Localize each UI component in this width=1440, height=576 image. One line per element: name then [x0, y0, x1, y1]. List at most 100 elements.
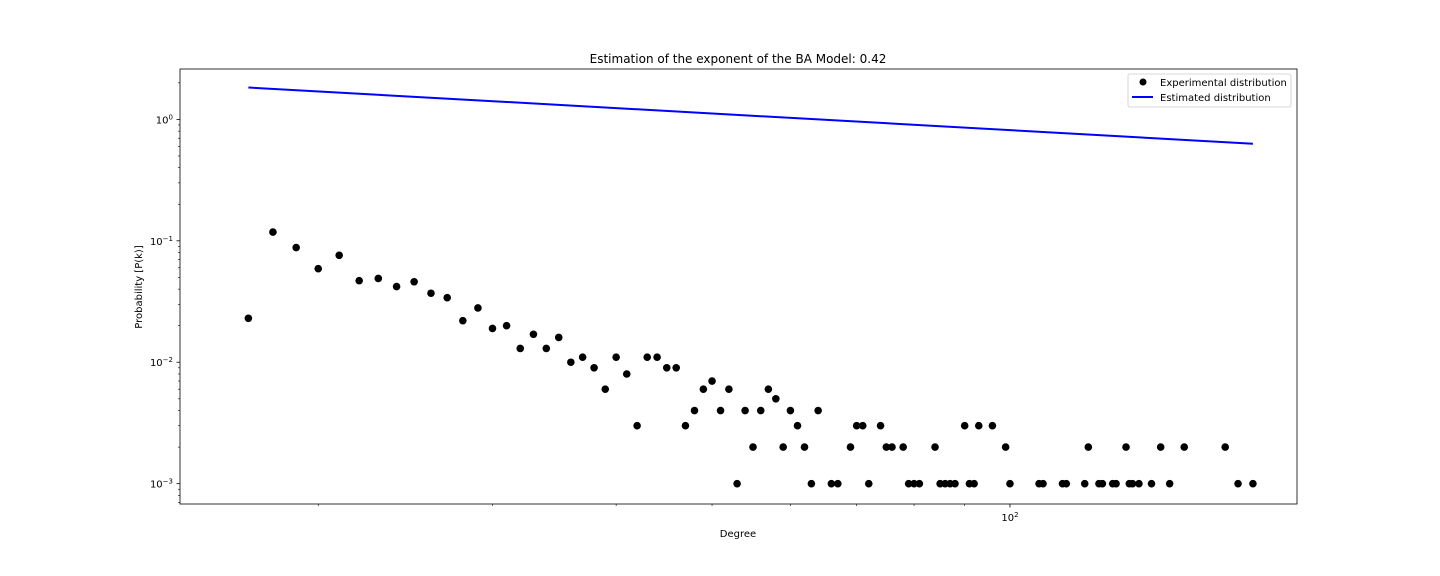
- experimental-point: [1249, 479, 1257, 488]
- y-tick-label: 100: [156, 113, 173, 126]
- experimental-point: [542, 344, 551, 353]
- experimental-point: [427, 289, 435, 298]
- experimental-point: [529, 330, 538, 339]
- experimental-point: [951, 479, 959, 488]
- experimental-point: [864, 479, 873, 488]
- experimental-point: [882, 443, 891, 451]
- y-tick-label: 10−1: [150, 235, 173, 248]
- experimental-point: [690, 406, 699, 415]
- experimental-point: [741, 406, 749, 415]
- experimental-point: [1098, 479, 1107, 488]
- legend-frame: [1127, 73, 1292, 108]
- experimental-point: [725, 385, 733, 393]
- experimental-point: [410, 277, 418, 286]
- experimental-point: [786, 406, 795, 415]
- experimental-point: [502, 321, 511, 330]
- experimental-point: [578, 353, 587, 362]
- experimental-point: [960, 421, 969, 430]
- experimental-point: [554, 333, 563, 342]
- y-tick-label: 10−2: [150, 356, 173, 369]
- experimental-point: [672, 363, 681, 372]
- experimental-point: [974, 421, 983, 430]
- experimental-point: [662, 363, 671, 372]
- experimental-point: [1112, 479, 1120, 488]
- experimental-point: [779, 443, 787, 451]
- experimental-point: [292, 243, 300, 252]
- experimental-point: [899, 443, 907, 451]
- legend-marker-experimental: [1139, 78, 1147, 86]
- experimental-point: [910, 479, 918, 488]
- experimental-point: [756, 406, 765, 415]
- experimental-point: [793, 421, 802, 430]
- experimental-point: [1006, 479, 1014, 488]
- experimental-point: [807, 479, 816, 488]
- experimental-point: [858, 421, 867, 430]
- experimental-point: [488, 324, 497, 333]
- experimental-point: [699, 385, 708, 393]
- experimental-point: [1147, 479, 1156, 488]
- experimental-point: [733, 479, 741, 488]
- experimental-point: [764, 385, 773, 393]
- plot-area: [244, 86, 1257, 488]
- plot-frame: [179, 68, 1298, 505]
- experimental-point: [915, 479, 924, 488]
- experimental-point: [567, 358, 575, 367]
- experimental-point: [749, 443, 757, 451]
- experimental-point: [846, 443, 855, 451]
- experimental-point: [314, 264, 323, 273]
- y-tick-label: 10−3: [150, 478, 173, 491]
- experimental-point: [681, 421, 690, 430]
- experimental-point: [988, 421, 997, 430]
- experimental-point: [355, 276, 363, 285]
- experimental-point: [1122, 443, 1130, 451]
- experimental-point: [1221, 443, 1229, 451]
- experimental-point: [1062, 479, 1071, 488]
- experimental-point: [876, 421, 885, 430]
- experimental-point: [474, 304, 482, 312]
- experimental-point: [590, 363, 598, 372]
- experimental-point: [904, 479, 913, 488]
- experimental-point: [244, 314, 253, 323]
- experimental-point: [601, 385, 610, 393]
- experimental-point: [814, 406, 822, 415]
- estimated-distribution-line: [248, 86, 1253, 145]
- experimental-point: [653, 353, 661, 362]
- experimental-point: [970, 479, 978, 488]
- experimental-point: [1080, 479, 1089, 488]
- experimental-point: [1001, 443, 1010, 451]
- experimental-point: [772, 394, 780, 403]
- experimental-point: [827, 479, 836, 488]
- experimental-point: [716, 406, 725, 415]
- legend-label-estimated: Estimated distribution: [1160, 93, 1271, 104]
- experimental-point: [622, 370, 631, 378]
- experimental-point: [1234, 479, 1242, 488]
- y-axis-label: Probability [P(k)]: [134, 245, 145, 329]
- experimental-point: [612, 353, 620, 362]
- experimental-point: [1165, 479, 1174, 488]
- experimental-point: [852, 421, 861, 430]
- experimental-point: [834, 479, 842, 488]
- experimental-point: [1135, 479, 1143, 488]
- experimental-point: [1039, 479, 1047, 488]
- experimental-point: [800, 443, 809, 451]
- experimental-point: [708, 377, 716, 385]
- experimental-point: [1084, 443, 1093, 451]
- y-axis-ticks: 10−3 10−2 10−1 100: [150, 82, 180, 503]
- x-axis-label: Degree: [720, 529, 756, 540]
- experimental-point: [392, 282, 401, 291]
- chart-title: Estimation of the exponent of the BA Mod…: [590, 52, 887, 66]
- experimental-point: [888, 443, 896, 451]
- experimental-point: [1128, 479, 1137, 488]
- experimental-point: [459, 316, 467, 325]
- experimental-point: [269, 228, 277, 236]
- experimental-point: [335, 251, 343, 260]
- experimental-point: [643, 353, 652, 362]
- experimental-point: [1180, 443, 1189, 451]
- legend: Experimental distribution Estimated dist…: [1127, 73, 1292, 108]
- x-tick-label: 102: [1001, 511, 1018, 524]
- x-axis-ticks: 102: [317, 504, 1019, 524]
- experimental-point: [1156, 443, 1165, 451]
- experimental-point: [443, 293, 452, 302]
- legend-label-experimental: Experimental distribution: [1160, 78, 1287, 89]
